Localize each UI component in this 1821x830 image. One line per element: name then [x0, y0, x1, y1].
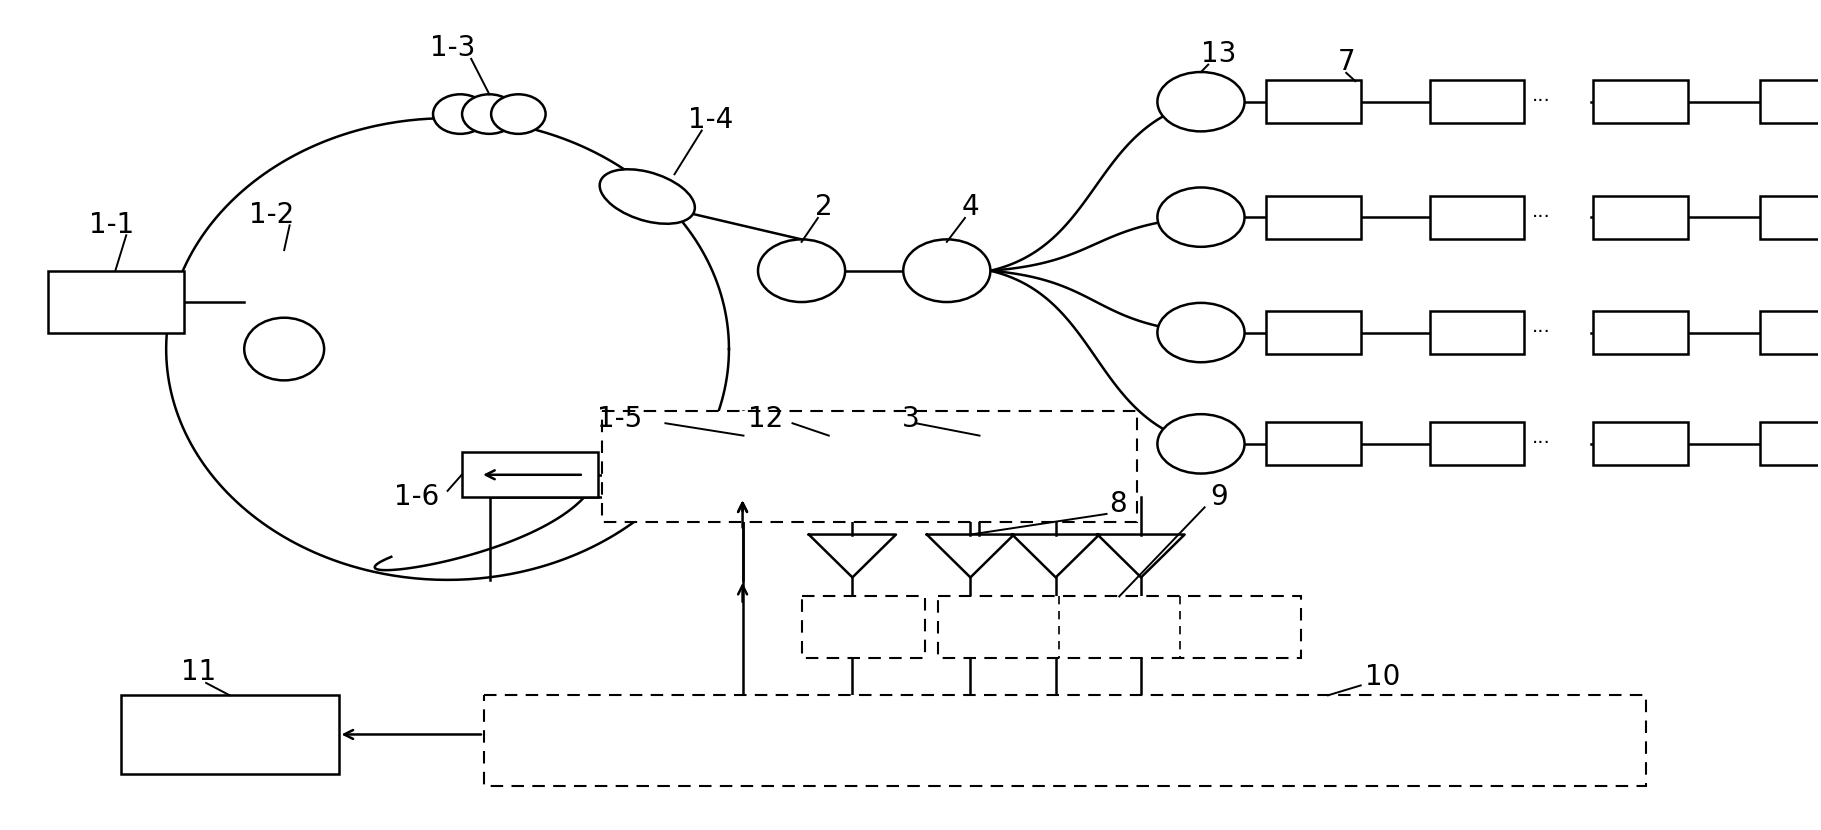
Ellipse shape [244, 318, 324, 380]
Ellipse shape [433, 95, 488, 134]
Bar [120, 696, 339, 774]
Text: ···: ··· [1531, 92, 1550, 111]
Bar [1429, 422, 1524, 466]
Bar [463, 452, 599, 497]
Bar [1593, 196, 1688, 238]
Ellipse shape [599, 169, 696, 224]
Text: 7: 7 [1337, 48, 1355, 76]
Bar [47, 271, 184, 333]
Bar [1266, 422, 1360, 466]
Ellipse shape [903, 239, 991, 302]
Text: 8: 8 [1109, 490, 1125, 518]
Bar [656, 436, 829, 497]
Bar [1429, 81, 1524, 123]
Bar [1761, 81, 1821, 123]
Text: 1-6: 1-6 [393, 483, 439, 511]
Ellipse shape [1158, 72, 1244, 131]
Bar [1429, 196, 1524, 238]
Text: 3: 3 [901, 405, 920, 433]
Bar [1429, 311, 1524, 354]
Bar [1266, 196, 1360, 238]
Ellipse shape [758, 239, 845, 302]
Text: 9: 9 [1211, 483, 1227, 511]
Text: 11: 11 [182, 658, 217, 686]
Text: ···: ··· [1531, 208, 1550, 227]
Bar [1593, 81, 1688, 123]
Text: 2: 2 [814, 193, 832, 222]
Text: ···: ··· [1531, 323, 1550, 342]
Bar [1266, 81, 1360, 123]
Text: 4: 4 [961, 193, 980, 222]
Ellipse shape [1158, 188, 1244, 247]
Text: 1-2: 1-2 [249, 202, 293, 229]
Bar [484, 696, 1646, 786]
Text: 1-4: 1-4 [688, 106, 734, 134]
Ellipse shape [1158, 303, 1244, 362]
Ellipse shape [1158, 414, 1244, 474]
Text: 13: 13 [1202, 40, 1236, 68]
Ellipse shape [492, 95, 546, 134]
Ellipse shape [463, 95, 517, 134]
Text: 1-5: 1-5 [597, 405, 643, 433]
Bar [1593, 422, 1688, 466]
Text: ···: ··· [1531, 434, 1550, 453]
Text: 10: 10 [1364, 663, 1400, 691]
Text: 12: 12 [748, 405, 783, 433]
Bar [1266, 311, 1360, 354]
Bar [1761, 311, 1821, 354]
Bar [938, 597, 1300, 658]
Text: 1-3: 1-3 [430, 34, 475, 62]
Bar [1761, 196, 1821, 238]
Bar [1761, 422, 1821, 466]
Bar [892, 436, 1065, 497]
Bar [603, 411, 1138, 522]
Text: 1-1: 1-1 [89, 212, 135, 239]
Bar [801, 597, 925, 658]
Bar [1593, 311, 1688, 354]
